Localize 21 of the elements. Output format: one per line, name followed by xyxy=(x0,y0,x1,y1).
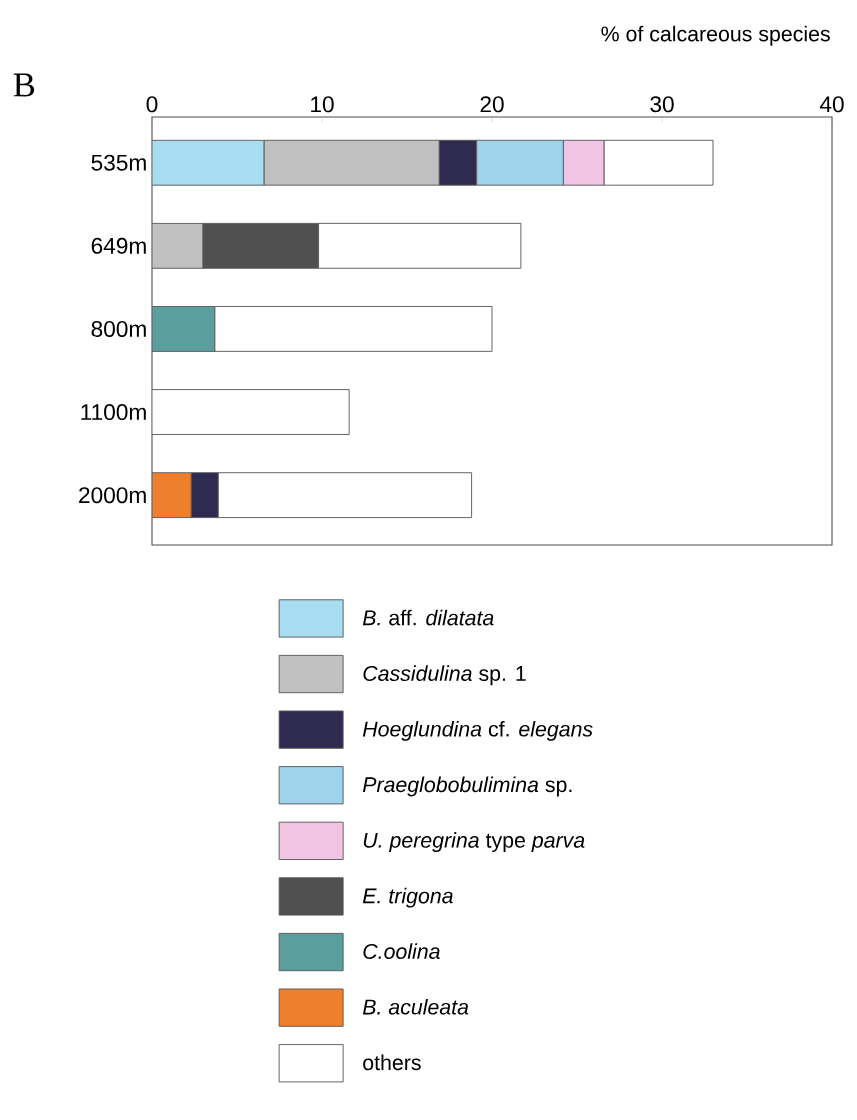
y-tick-label: 1100m xyxy=(81,404,146,421)
y-tick-label: 535m xyxy=(91,154,146,171)
y-tick-label: 800m xyxy=(91,320,146,337)
legend-label: Cassidulina sp. 1 xyxy=(363,665,526,686)
legend-label: Hoeglundina cf. elegans xyxy=(362,720,593,741)
x-tick-label: 30 xyxy=(650,96,674,113)
y-tick-label: 649m xyxy=(91,237,146,254)
x-axis-title: % of calcareous species xyxy=(601,25,830,46)
legend-label: Praeglobobulimina sp. xyxy=(362,776,572,797)
legend-label: C.oolina xyxy=(363,943,440,959)
legend-label: B. aff. dilatata xyxy=(362,609,494,626)
legend-label: E. trigona xyxy=(362,887,453,908)
x-tick-label: 10 xyxy=(311,96,334,113)
legend-label: B. aculeata xyxy=(362,998,469,1015)
legend-label: others xyxy=(363,1054,421,1071)
y-tick-label: 2000m xyxy=(79,487,146,504)
x-tick-label: 40 xyxy=(819,96,844,113)
text: B xyxy=(13,73,35,97)
legend-label: U. peregrina type parva xyxy=(363,832,585,853)
x-tick-label: 20 xyxy=(480,96,504,113)
x-tick-label: 0 xyxy=(146,96,158,113)
